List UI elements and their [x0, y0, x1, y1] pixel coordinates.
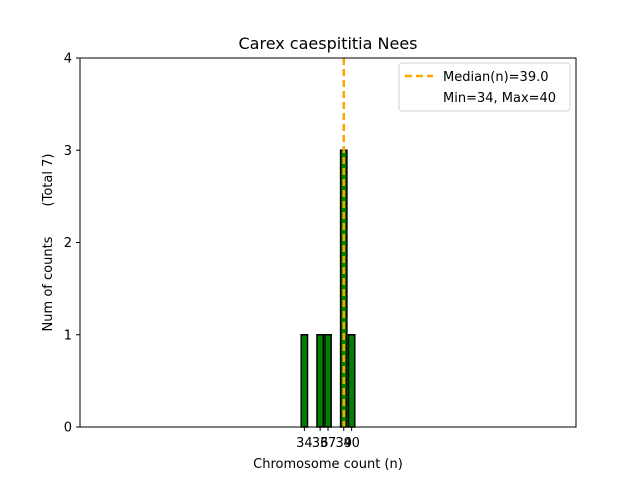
legend-entry-range: Min=34, Max=40 [443, 91, 556, 106]
x-tick-label-34: 34 [296, 436, 313, 451]
bar-37 [324, 334, 332, 428]
x-tick-label-39: 39 [335, 436, 352, 451]
y-axis-total-label: (Total 7) [41, 154, 56, 207]
bar-40 [347, 334, 356, 428]
y-axis-label: Num of counts [41, 236, 56, 331]
y-tick-label-3: 3 [64, 144, 72, 159]
x-tick-label-36: 36 [312, 436, 329, 451]
bar-34 [300, 334, 309, 428]
chart-title: Carex caespititia Nees [238, 34, 417, 53]
x-tick-label-37: 37 [320, 436, 337, 451]
x-tick-label-40: 40 [343, 436, 360, 451]
legend-box [398, 62, 571, 112]
legend-entry-median: Median(n)=39.0 [443, 70, 549, 85]
legend: Median(n)=39.0 Min=34, Max=40 [398, 62, 571, 112]
x-axis-label: Chromosome count (n) [253, 457, 403, 472]
bar-36 [316, 334, 325, 428]
y-tick-label-2: 2 [64, 236, 72, 251]
y-tick-label-0: 0 [64, 421, 72, 436]
y-tick-label-4: 4 [64, 52, 72, 67]
y-tick-label-1: 1 [64, 328, 72, 343]
